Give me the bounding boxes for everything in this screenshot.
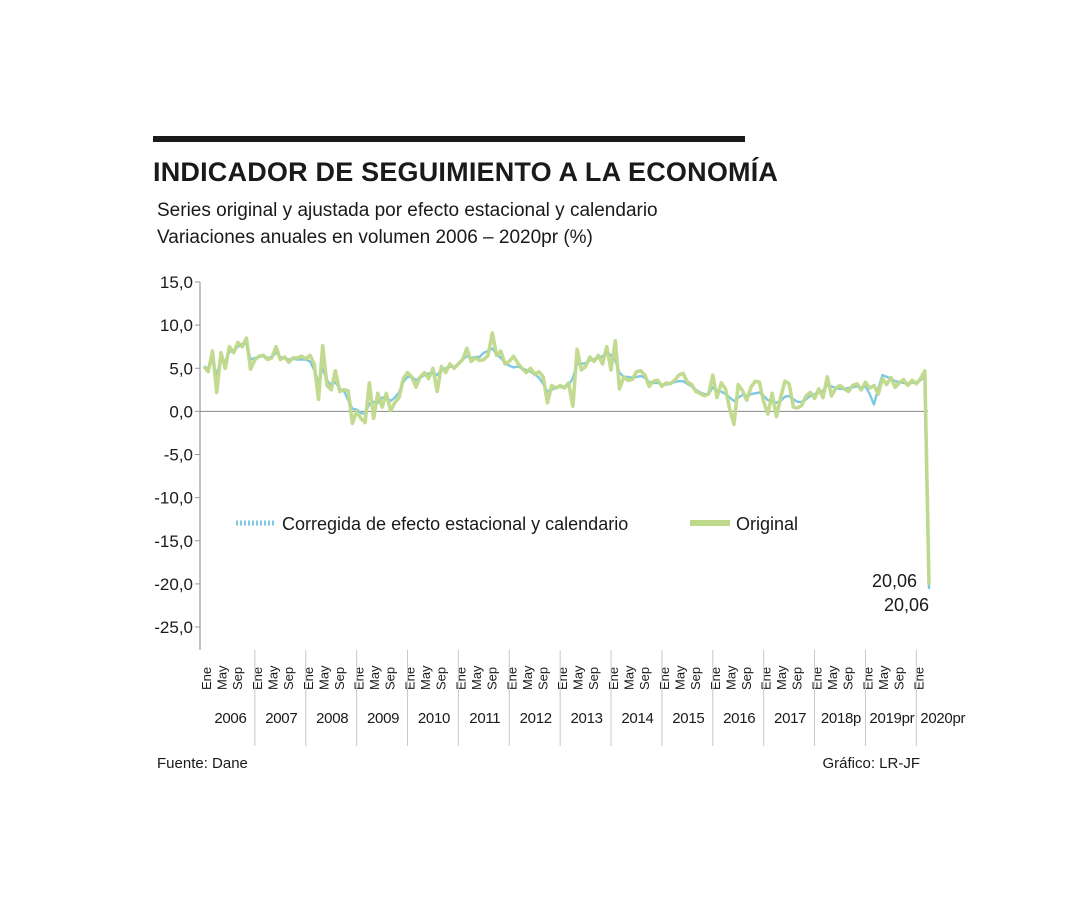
x-month-label: Sep — [891, 667, 906, 690]
series-line-adjusted — [203, 342, 931, 590]
x-month-label: Ene — [657, 667, 672, 690]
x-year-label: 2017 — [774, 710, 806, 727]
x-year-label: 2013 — [571, 710, 603, 727]
x-month-label: May — [520, 665, 535, 690]
x-month-label: Ene — [606, 667, 621, 690]
x-year-label: 2014 — [621, 710, 653, 727]
x-year-label: 2015 — [672, 710, 704, 727]
x-year-label: 2009 — [367, 710, 399, 727]
y-tick-label: -10,0 — [154, 489, 193, 508]
series-line-original — [202, 331, 931, 585]
x-month-label: Sep — [332, 667, 347, 690]
x-month-label: Sep — [739, 667, 754, 690]
chart-subtitle-units: Variaciones anuales en volumen 2006 – 20… — [157, 227, 593, 248]
x-month-label: May — [316, 665, 331, 690]
annotation-adjusted-value: 20,06 — [884, 595, 929, 615]
x-month-label: Sep — [637, 667, 652, 690]
x-year-label: 2020pr — [920, 710, 965, 727]
x-month-label: May — [571, 665, 586, 690]
legend-label-original: Original — [736, 514, 798, 534]
x-month-label: Ene — [199, 667, 214, 690]
x-month-label: Sep — [383, 667, 398, 690]
x-month-label: May — [215, 665, 230, 690]
y-tick-label: 0,0 — [169, 402, 193, 421]
chart-title: INDICADOR DE SEGUIMIENTO A LA ECONOMÍA — [153, 157, 779, 187]
y-tick-label: -20,0 — [154, 575, 193, 594]
y-tick-label: -25,0 — [154, 618, 193, 637]
x-year-label: 2016 — [723, 710, 755, 727]
x-month-label: Sep — [586, 667, 601, 690]
x-month-label: May — [825, 665, 840, 690]
annotation-original-value: 20,06 — [872, 571, 917, 591]
x-month-label: Sep — [484, 667, 499, 690]
chart-subtitle-series: Series original y ajustada por efecto es… — [157, 200, 658, 221]
x-year-label: 2010 — [418, 710, 450, 727]
x-month-label: Ene — [403, 667, 418, 690]
x-month-label: Sep — [281, 667, 296, 690]
x-month-label: Sep — [535, 667, 550, 690]
x-year-label: 2008 — [316, 710, 348, 727]
x-year-label: 2019pr — [869, 710, 914, 727]
x-month-label: Ene — [301, 667, 316, 690]
x-month-label: Ene — [911, 667, 926, 690]
x-month-label: May — [367, 665, 382, 690]
x-month-label: Sep — [841, 667, 856, 690]
x-month-label: Ene — [708, 667, 723, 690]
x-month-label: Ene — [250, 667, 265, 690]
x-year-label: 2007 — [265, 710, 297, 727]
x-month-label: Ene — [810, 667, 825, 690]
title-top-rule — [153, 136, 745, 142]
x-month-label: Ene — [453, 667, 468, 690]
x-month-label: Sep — [434, 667, 449, 690]
x-year-label: 2018p — [821, 710, 861, 727]
y-tick-label: 10,0 — [160, 316, 193, 335]
x-month-label: Ene — [352, 667, 367, 690]
x-month-label: May — [265, 665, 280, 690]
x-month-label: Ene — [555, 667, 570, 690]
x-month-label: May — [622, 665, 637, 690]
x-month-label: Ene — [504, 667, 519, 690]
x-month-label: Sep — [790, 667, 805, 690]
x-month-label: May — [672, 665, 687, 690]
y-tick-label: 15,0 — [160, 273, 193, 292]
x-year-label: 2011 — [469, 710, 500, 727]
x-month-label: May — [876, 665, 891, 690]
y-tick-label: -15,0 — [154, 532, 193, 551]
x-month-label: Sep — [230, 667, 245, 690]
x-month-label: Ene — [860, 667, 875, 690]
x-month-label: Ene — [759, 667, 774, 690]
y-tick-label: 5,0 — [169, 359, 193, 378]
x-month-label: Sep — [688, 667, 703, 690]
x-month-label: May — [723, 665, 738, 690]
x-month-label: May — [418, 665, 433, 690]
x-year-label: 2006 — [214, 710, 246, 727]
x-year-label: 2012 — [520, 710, 552, 727]
x-month-label: May — [774, 665, 789, 690]
graphic-credit: Gráfico: LR-JF — [822, 755, 920, 772]
source-note: Fuente: Dane — [157, 755, 248, 772]
y-tick-label: -5,0 — [164, 446, 193, 465]
x-month-label: May — [469, 665, 484, 690]
legend-label-adjusted: Corregida de efecto estacional y calenda… — [282, 514, 628, 534]
